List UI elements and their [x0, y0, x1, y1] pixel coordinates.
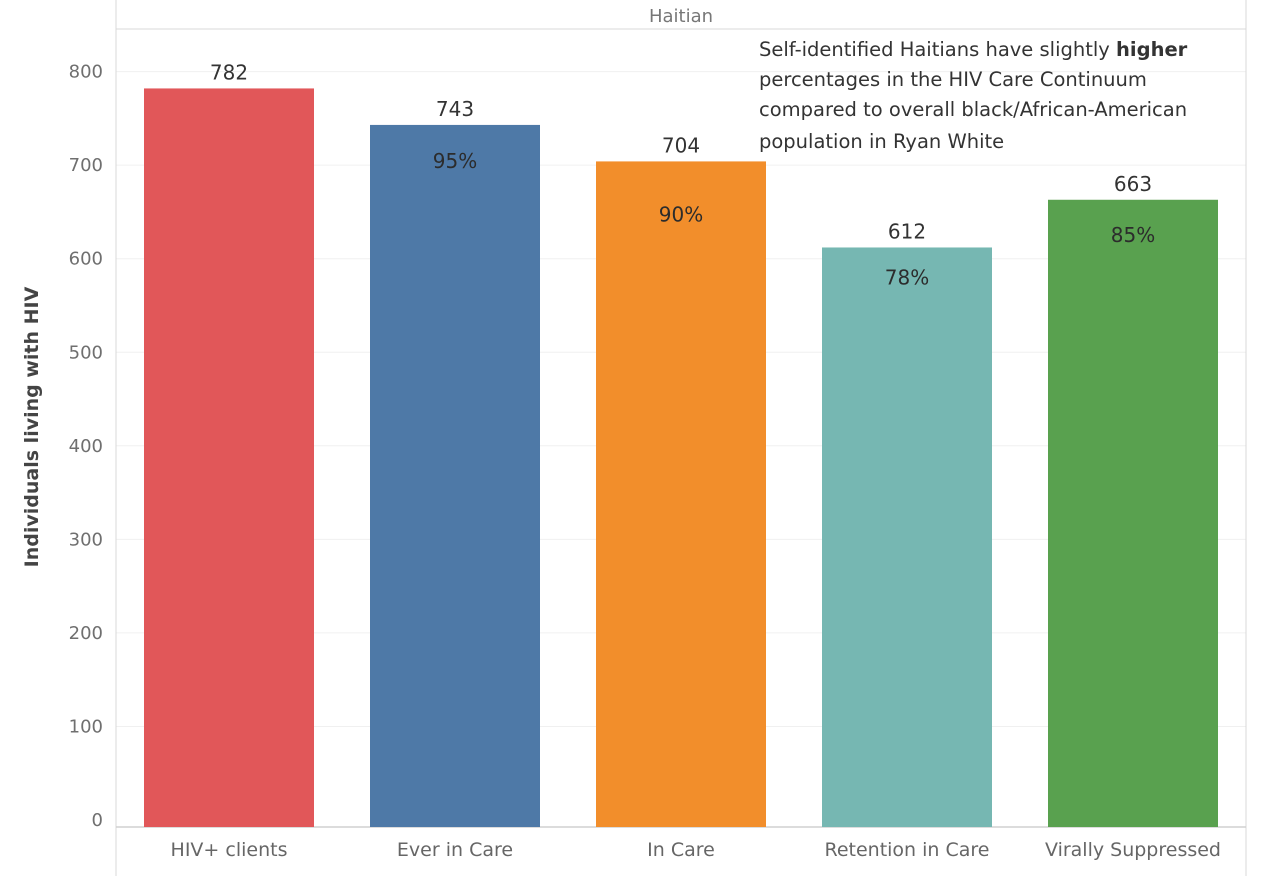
y-tick-label: 700: [69, 155, 103, 176]
bar-0: [144, 88, 314, 827]
y-tick-label: 600: [69, 249, 103, 270]
y-tick-label: 100: [69, 716, 103, 737]
annotation-line-2: percentages in the HIV Care Continuum: [759, 68, 1147, 91]
annotation-line-1: Self-identified Haitians have slightly h…: [759, 38, 1188, 61]
annotation-text: Self-identified Haitians have slightly h…: [759, 38, 1188, 153]
y-axis-ticks: 0 100 200 300 400 500 600 700 800: [69, 62, 103, 831]
x-category-label: In Care: [647, 839, 715, 861]
bar-value-label: 663: [1114, 172, 1152, 196]
bar-percent-label: 78%: [885, 265, 929, 289]
bar-value-label: 782: [210, 60, 248, 84]
y-tick-label: 500: [69, 342, 103, 363]
bar-value-label: 704: [662, 133, 700, 157]
x-category-label: Ever in Care: [397, 839, 513, 861]
annotation-line-1-normal: Self-identified Haitians have slightly: [759, 38, 1116, 61]
x-axis-categories: HIV+ clients Ever in Care In Care Retention…: [171, 839, 1221, 861]
y-tick-label: 200: [69, 623, 103, 644]
annotation-line-1-bold: higher: [1116, 38, 1188, 61]
bar-value-label: 743: [436, 97, 474, 121]
y-tick-label: 300: [69, 529, 103, 550]
bar-labels: 782 743 95% 704 90% 612 78% 663 85%: [210, 60, 1155, 289]
x-category-label: Retention in Care: [824, 839, 989, 861]
bar-2: [596, 161, 766, 827]
y-tick-label: 0: [92, 810, 103, 831]
bar-3: [822, 247, 992, 827]
bar-percent-label: 90%: [659, 202, 703, 226]
x-category-label: HIV+ clients: [171, 839, 288, 861]
annotation-line-3: compared to overall black/African-Americ…: [759, 98, 1187, 121]
bar-percent-label: 95%: [433, 149, 477, 173]
bar-value-label: 612: [888, 219, 926, 243]
x-category-label: Virally Suppressed: [1045, 839, 1221, 861]
y-tick-label: 800: [69, 62, 103, 83]
annotation-line-4: population in Ryan White: [759, 130, 1004, 153]
bar-1: [370, 124, 540, 827]
bars: [144, 88, 1218, 828]
y-tick-label: 400: [69, 436, 103, 457]
bar-percent-label: 85%: [1111, 223, 1155, 247]
y-axis-title: Individuals living with HIV: [21, 286, 43, 567]
panel-header: Haitian: [649, 6, 713, 27]
bar-4: [1048, 199, 1218, 828]
